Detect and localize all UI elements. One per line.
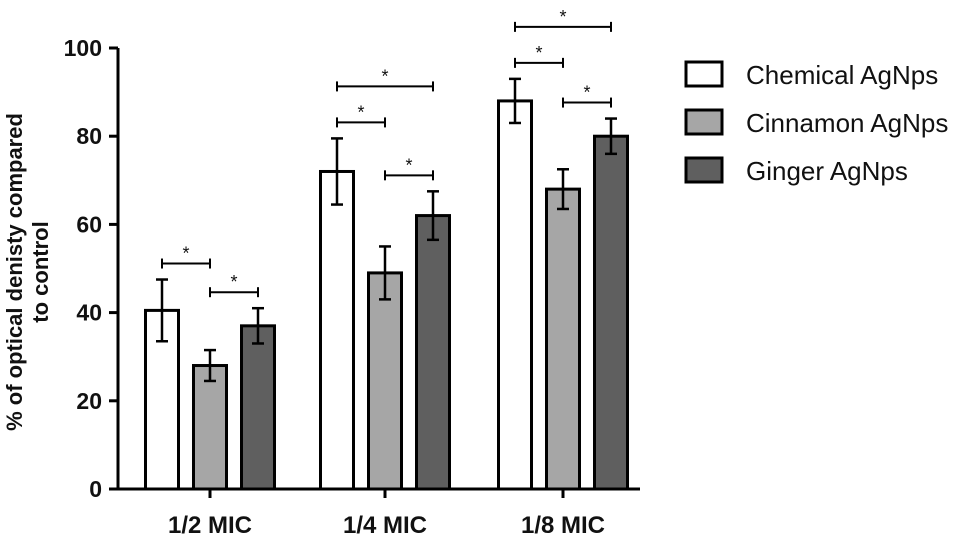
y-tick-label: 20 <box>76 388 102 414</box>
significance-star: * <box>381 66 388 86</box>
y-axis-label-line2: to control <box>28 221 53 322</box>
bar <box>415 214 451 491</box>
significance-star: * <box>405 155 412 175</box>
plot-area: 0 20 40 60 80 100 1/2 MIC 1/4 MIC 1/8 MIC * * * * * * *… <box>64 7 949 537</box>
y-tick-label: 60 <box>76 211 102 237</box>
bar <box>319 169 355 491</box>
legend-label: Ginger AgNps <box>746 156 908 186</box>
y-tick-label: 100 <box>64 35 102 61</box>
legend-swatch <box>684 156 724 184</box>
y-tick-label: 80 <box>76 123 102 149</box>
y-tick-label: 40 <box>76 300 102 326</box>
significance-star: * <box>583 83 590 103</box>
bar <box>545 187 581 491</box>
legend-swatch <box>684 108 724 136</box>
bar <box>497 99 533 491</box>
bar <box>593 134 629 491</box>
y-axis-label-line1: % of optical denisty compared <box>2 113 27 431</box>
y-tick-label: 0 <box>89 476 102 502</box>
bar <box>240 324 276 491</box>
x-tick-label: 1/4 MIC <box>343 512 427 537</box>
bar <box>367 271 403 491</box>
x-tick-label: 1/8 MIC <box>521 512 605 537</box>
x-tick-label: 1/2 MIC <box>168 512 252 537</box>
legend-label: Cinnamon AgNps <box>746 108 948 138</box>
legend-swatch <box>684 60 724 88</box>
legend-label: Chemical AgNps <box>746 60 938 90</box>
significance-star: * <box>230 272 237 292</box>
significance-star: * <box>559 7 566 27</box>
significance-star: * <box>182 244 189 264</box>
bar <box>192 364 228 491</box>
significance-star: * <box>357 102 364 122</box>
significance-star: * <box>535 43 542 63</box>
